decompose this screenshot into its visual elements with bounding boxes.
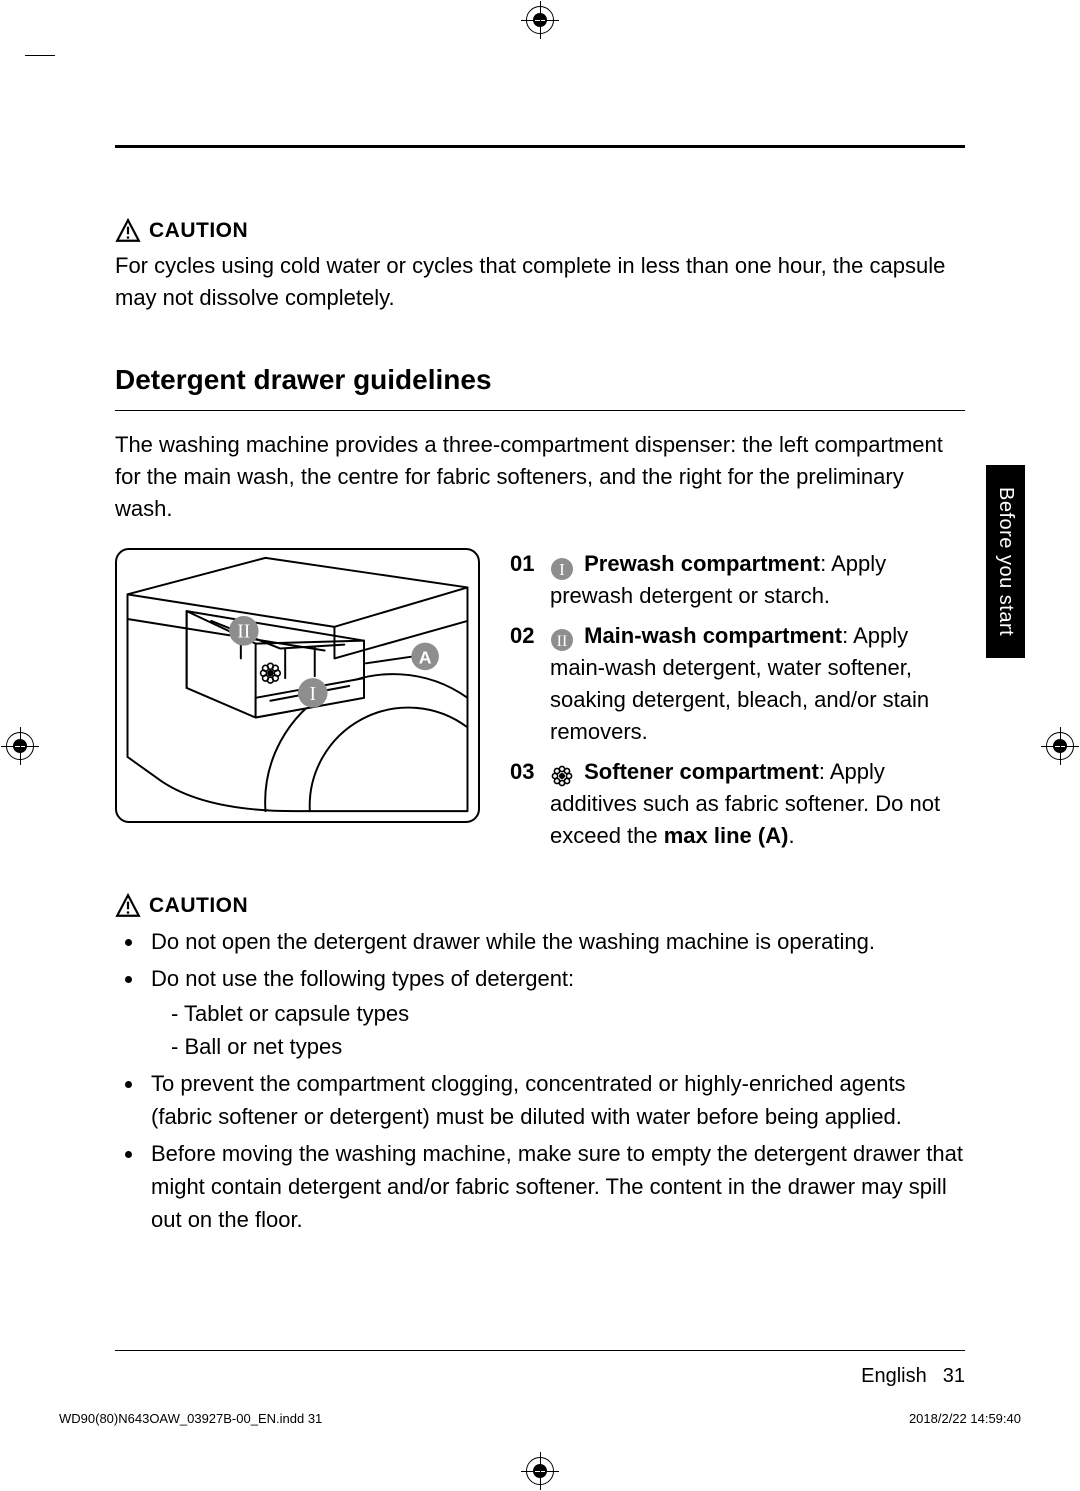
list-item: Ball or net types xyxy=(171,1030,965,1063)
caution-heading-1: CAUTION xyxy=(115,218,965,244)
registration-mark-top xyxy=(526,6,554,34)
caution-bullet-list: Do not open the detergent drawer while t… xyxy=(115,925,965,1236)
footer-page-number: 31 xyxy=(943,1365,965,1388)
flower-icon xyxy=(550,764,574,788)
list-item: Tablet or capsule types xyxy=(171,997,965,1030)
legend-num: 03 xyxy=(510,756,540,852)
legend-title: Prewash compartment xyxy=(584,551,820,576)
trim-area: Before you start CAUTION For cycles usin… xyxy=(55,55,1025,1436)
top-rule xyxy=(115,145,965,148)
legend-title: Softener compartment xyxy=(584,759,819,784)
caution-icon xyxy=(115,893,141,919)
roman-two-icon: II xyxy=(550,628,574,652)
caution-label-1: CAUTION xyxy=(149,219,248,243)
list-item: Do not use the following types of deterg… xyxy=(145,962,965,1063)
footer-language: English xyxy=(861,1365,927,1388)
legend-bold: max line (A) xyxy=(664,823,789,848)
registration-mark-right xyxy=(1046,732,1074,760)
content-area: CAUTION For cycles using cold water or c… xyxy=(115,145,965,1336)
legend-item-mainwash: 02 II Main-wash compartment: Apply main-… xyxy=(510,620,965,748)
registration-mark-left xyxy=(6,732,34,760)
side-tab: Before you start xyxy=(986,465,1025,658)
caution-icon xyxy=(115,218,141,244)
caution-heading-2: CAUTION xyxy=(115,893,965,919)
registration-mark-bottom xyxy=(526,1457,554,1485)
compartment-legend: 01 I Prewash compartment: Apply prewash … xyxy=(510,548,965,859)
svg-text:I: I xyxy=(309,683,316,705)
section-title: Detergent drawer guidelines xyxy=(115,364,965,411)
caution-block-2: CAUTION Do not open the detergent drawer… xyxy=(115,893,965,1236)
print-footer: WD90(80)N643OAW_03927B-00_EN.indd 31 201… xyxy=(55,1411,1025,1426)
roman-one-icon: I xyxy=(550,557,574,581)
svg-text:I: I xyxy=(559,560,565,579)
legend-item-prewash: 01 I Prewash compartment: Apply prewash … xyxy=(510,548,965,612)
caution-label-2: CAUTION xyxy=(149,894,248,918)
caution-text-1: For cycles using cold water or cycles th… xyxy=(115,250,965,314)
legend-desc-post: . xyxy=(788,823,794,848)
diagram-and-legend: II I A xyxy=(115,548,965,859)
print-file-name: WD90(80)N643OAW_03927B-00_EN.indd 31 xyxy=(59,1411,322,1426)
page-footer: English 31 xyxy=(115,1350,965,1388)
svg-text:II: II xyxy=(557,633,568,650)
sub-list: Tablet or capsule types Ball or net type… xyxy=(151,997,965,1063)
detergent-drawer-diagram: II I A xyxy=(115,548,480,823)
list-item: Before moving the washing machine, make … xyxy=(145,1137,965,1236)
list-item: Do not open the detergent drawer while t… xyxy=(145,925,965,958)
legend-num: 02 xyxy=(510,620,540,748)
legend-num: 01 xyxy=(510,548,540,612)
svg-text:II: II xyxy=(237,621,250,643)
legend-item-softener: 03 xyxy=(510,756,965,852)
page: Before you start CAUTION For cycles usin… xyxy=(0,0,1080,1491)
legend-title: Main-wash compartment xyxy=(584,623,842,648)
svg-text:A: A xyxy=(419,648,432,668)
list-item: To prevent the compartment clogging, con… xyxy=(145,1067,965,1133)
section-intro: The washing machine provides a three-com… xyxy=(115,429,965,525)
print-timestamp: 2018/2/22 14:59:40 xyxy=(909,1411,1021,1426)
